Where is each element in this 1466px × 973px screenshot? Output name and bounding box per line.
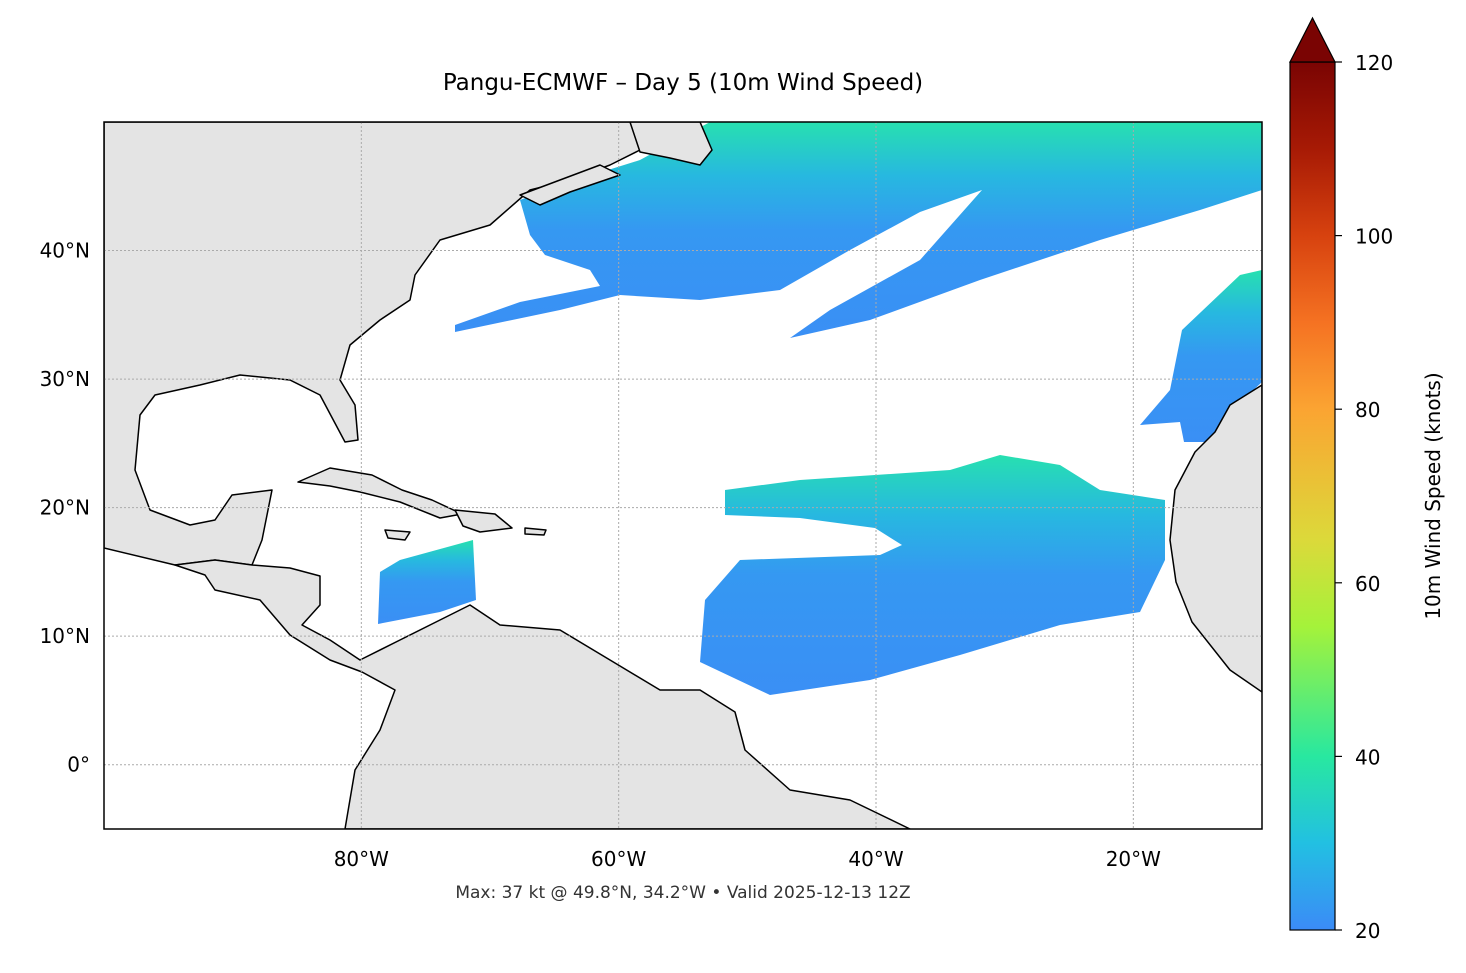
map-frame <box>103 121 1263 830</box>
lat-tick-label: 40°N <box>40 239 90 263</box>
lon-tick-label: 60°W <box>591 847 646 871</box>
colorbar-ramp <box>1289 61 1336 931</box>
colorbar-tick-label: 20 <box>1355 919 1380 943</box>
map-axes: 80°W 60°W 40°W 20°W 0° 10°N 20°N 30°N 40°N <box>40 239 1162 871</box>
wind-field <box>222 122 1262 695</box>
footer-note: Max: 37 kt @ 49.8°N, 34.2°W • Valid 2025… <box>455 883 910 903</box>
colorbar: 10m Wind Speed (knots) 20 40 60 80 100 120 <box>1289 16 1445 943</box>
colorbar-extend <box>1289 16 1336 63</box>
hispaniola <box>454 509 513 533</box>
colorbar-tick-label: 120 <box>1355 51 1393 75</box>
lat-tick-label: 0° <box>67 753 90 777</box>
lat-tick-label: 20°N <box>40 496 90 520</box>
central-south-america <box>174 559 911 829</box>
lon-tick-label: 40°W <box>848 847 903 871</box>
lon-tick-label: 80°W <box>334 847 389 871</box>
colorbar-tick-label: 100 <box>1355 225 1393 249</box>
wind-area <box>700 455 1165 695</box>
lon-tick-label: 20°W <box>1106 847 1161 871</box>
africa <box>1169 384 1262 693</box>
newfoundland <box>629 122 713 166</box>
wind-area <box>1140 270 1262 442</box>
graticule <box>104 122 1262 829</box>
land <box>104 122 1262 829</box>
colorbar-tick-label: 60 <box>1355 572 1380 596</box>
colorbar-tick-label: 80 <box>1355 398 1380 422</box>
colorbar-label: 10m Wind Speed (knots) <box>1421 372 1445 619</box>
wind-area <box>455 122 1262 338</box>
wind-area <box>378 540 476 624</box>
colorbar-ticks: 20 40 60 80 100 120 <box>1335 51 1393 943</box>
north-america <box>104 122 651 566</box>
nova-scotia <box>519 164 621 206</box>
map-title: Pangu-ECMWF – Day 5 (10m Wind Speed) <box>443 70 923 96</box>
jamaica <box>384 529 411 541</box>
colorbar-tick-label: 40 <box>1355 745 1380 769</box>
puerto-rico <box>524 527 547 536</box>
lat-tick-label: 30°N <box>40 367 90 391</box>
lat-tick-label: 10°N <box>40 624 90 648</box>
map-body <box>104 122 1262 829</box>
